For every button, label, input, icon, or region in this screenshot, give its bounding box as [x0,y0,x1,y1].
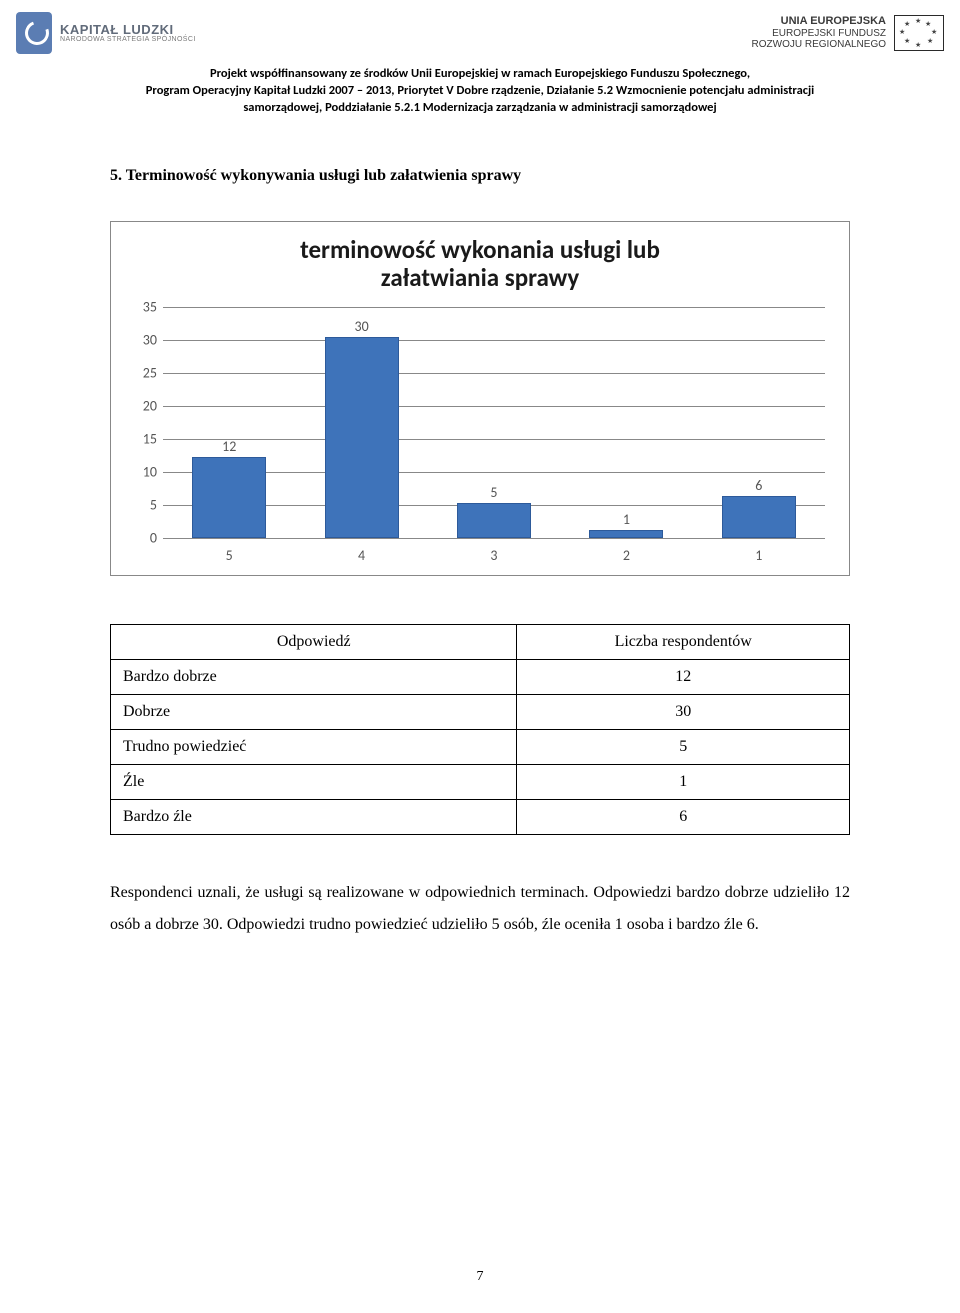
funding-line2: Program Operacyjny Kapitał Ludzki 2007 –… [70,83,890,100]
table-row: Bardzo źle6 [111,800,850,835]
kapital-ludzki-icon [16,12,52,54]
table-cell: Bardzo dobrze [111,660,517,695]
funding-note: Projekt współfinansowany ze środków Unii… [0,58,960,117]
table-row: Dobrze30 [111,695,850,730]
body-paragraph: Respondenci uznali, że usługi są realizo… [0,835,960,941]
bar [457,503,531,538]
table-cell: 5 [517,730,850,765]
eu-flag-icon: ★ ★ ★ ★ ★ ★ ★ ★ [894,15,944,51]
gridline [163,538,825,539]
bar [589,530,663,539]
table-row: Trudno powiedzieć5 [111,730,850,765]
x-tick-label: 4 [295,547,427,564]
results-table: Odpowiedź Liczba respondentów Bardzo dob… [110,624,850,835]
table-header-col2: Liczba respondentów [517,625,850,660]
y-tick-label: 10 [129,464,157,481]
x-tick-label: 2 [560,547,692,564]
bar-value-label: 6 [755,477,762,494]
y-tick-label: 15 [129,431,157,448]
bar-value-label: 5 [490,484,497,501]
page-number: 7 [0,1269,960,1285]
y-tick-label: 20 [129,398,157,415]
eu-text-line3: ROZWOJU REGIONALNEGO [752,39,886,51]
table-row: Bardzo dobrze12 [111,660,850,695]
table-cell: Źle [111,765,517,800]
logo-left-subtitle: NARODOWA STRATEGIA SPÓJNOŚCI [60,36,196,43]
table-cell: 6 [517,800,850,835]
y-tick-label: 5 [129,497,157,514]
section-heading: 5. Terminowość wykonywania usługi lub za… [0,117,960,185]
table-cell: Trudno powiedzieć [111,730,517,765]
table-row: Źle1 [111,765,850,800]
table-cell: 12 [517,660,850,695]
funding-line1: Projekt współfinansowany ze środków Unii… [70,66,890,83]
eu-text-line1: UNIA EUROPEJSKA [752,15,886,28]
x-tick-label: 5 [163,547,295,564]
y-tick-label: 30 [129,332,157,349]
y-tick-label: 35 [129,299,157,316]
table-cell: Dobrze [111,695,517,730]
y-tick-label: 0 [129,530,157,547]
table-cell: Bardzo źle [111,800,517,835]
logo-eu: UNIA EUROPEJSKA EUROPEJSKI FUNDUSZ ROZWO… [752,15,944,51]
y-tick-label: 25 [129,365,157,382]
funding-line3: samorządowej, Poddziałanie 5.2.1 Moderni… [70,100,890,117]
table-cell: 30 [517,695,850,730]
chart-title: terminowość wykonania usługi lub załatwi… [247,236,713,294]
logo-left-title: KAPITAŁ LUDZKI [60,23,196,36]
bar [722,496,796,538]
bar-value-label: 1 [623,511,630,528]
x-tick-label: 1 [693,547,825,564]
logo-kapital-ludzki: KAPITAŁ LUDZKI NARODOWA STRATEGIA SPÓJNO… [16,12,196,54]
bar-chart: terminowość wykonania usługi lub załatwi… [110,221,850,577]
eu-text-line2: EUROPEJSKI FUNDUSZ [752,28,886,40]
x-tick-label: 3 [428,547,560,564]
table-cell: 1 [517,765,850,800]
bar-value-label: 12 [222,438,236,455]
bar-value-label: 30 [354,318,368,335]
table-header-col1: Odpowiedź [111,625,517,660]
header: KAPITAŁ LUDZKI NARODOWA STRATEGIA SPÓJNO… [0,0,960,58]
bar [325,337,399,538]
bar [192,457,266,539]
